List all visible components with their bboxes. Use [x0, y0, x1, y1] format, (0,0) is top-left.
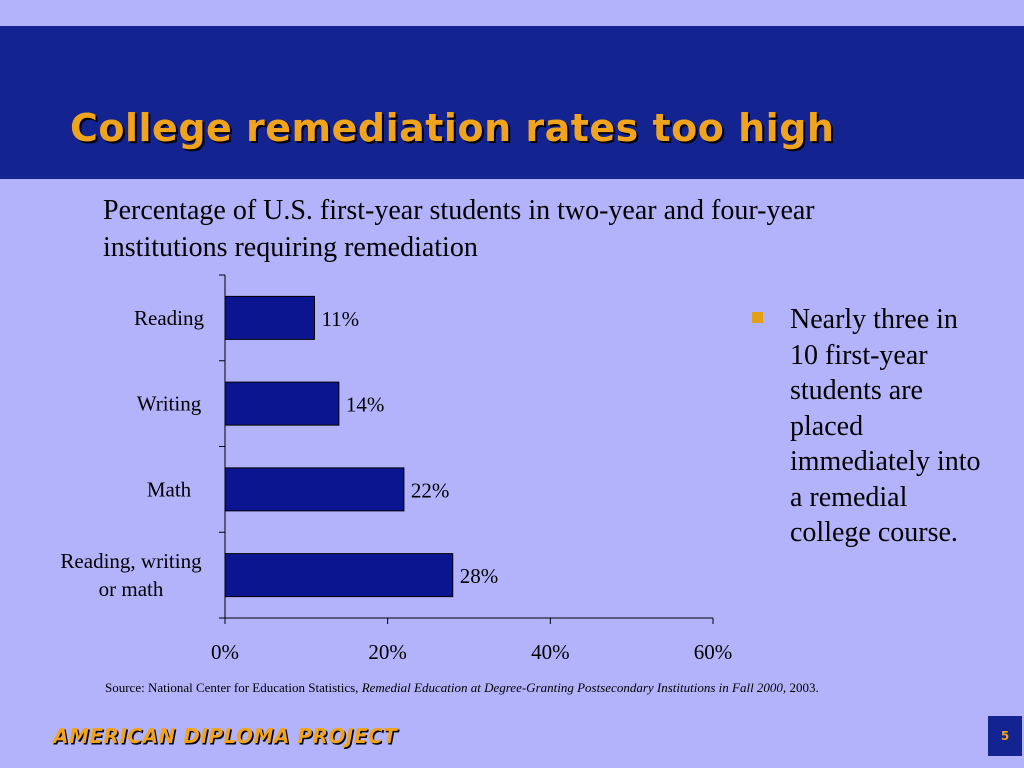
source-prefix: Source: National Center for Education St…: [105, 680, 362, 695]
data-label: 28%: [460, 564, 499, 588]
footer-band: [0, 710, 1024, 768]
category-label: Writing: [137, 392, 202, 416]
bar: [224, 553, 454, 598]
data-label: 22%: [411, 478, 450, 502]
footer-brand: AMERICAN DIPLOMA PROJECT: [53, 724, 398, 748]
bar: [224, 381, 340, 426]
data-label: 11%: [321, 307, 359, 331]
slide-title: College remediation rates too high: [70, 106, 835, 150]
source-citation: Source: National Center for Education St…: [105, 678, 905, 697]
source-title: Remedial Education at Degree-Granting Po…: [361, 680, 787, 695]
category-label: Math: [147, 477, 192, 501]
bar: [224, 467, 405, 512]
x-tick-label: 40%: [531, 640, 570, 664]
data-label: 14%: [346, 393, 385, 417]
bullet-text: Nearly three in 10 first-year students a…: [790, 304, 981, 548]
bar: [224, 295, 315, 340]
category-label: Reading: [134, 306, 204, 330]
category-label: Reading, writing or math: [60, 549, 202, 601]
page-number: 5: [988, 716, 1022, 756]
title-band: [0, 26, 1024, 179]
chart-subtitle: Percentage of U.S. first-year students i…: [103, 195, 815, 263]
source-suffix: 2003.: [786, 680, 819, 695]
x-tick-label: 60%: [694, 640, 733, 664]
bar-chart: 0% 20% 40% 60% Reading 11% Writing 14% Math 22% Re…: [60, 274, 733, 664]
x-tick-label: 0%: [211, 640, 239, 664]
bullet-square-icon: [752, 312, 763, 323]
x-tick-label: 20%: [368, 640, 407, 664]
